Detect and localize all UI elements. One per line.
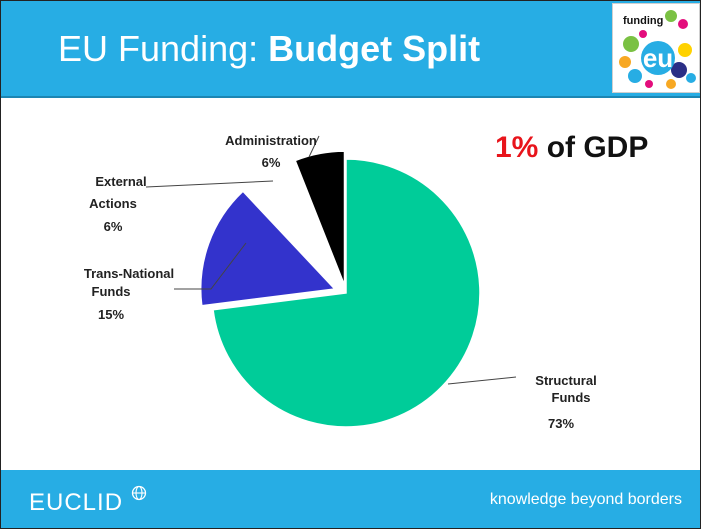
brand-name: EUCLID [29, 489, 124, 516]
funding-eu-logo-graphic: funding eu [619, 10, 696, 89]
title-prefix: EU Funding: [58, 28, 269, 69]
data-label-external-actions: External [95, 174, 146, 189]
pie-slice-trans-national-funds [199, 190, 337, 307]
funding-eu-logo: funding eu [612, 3, 700, 93]
data-label-trans-national-funds: Funds [92, 284, 131, 299]
globe-icon [131, 485, 146, 501]
gdp-suffix: of GDP [538, 131, 649, 164]
data-label-trans-national-funds: Trans-National [84, 266, 174, 281]
footer-bar: EUCLID knowledge beyond borders [1, 470, 700, 528]
header-bar: EU Funding: Budget Split funding eu [1, 1, 700, 98]
pie-slice-external-actions [247, 158, 342, 286]
gdp-value: 1% [495, 131, 539, 164]
logo-funding-text: funding [623, 15, 663, 27]
euclid-brand: EUCLID [29, 485, 147, 517]
leader-line-structural-funds [447, 376, 517, 385]
footer-tagline: knowledge beyond borders [489, 491, 682, 508]
title-bold: Budget Split [268, 28, 481, 69]
data-label-pct-administration: 6% [262, 155, 281, 170]
data-label-pct-external-actions: 6% [104, 219, 123, 234]
pie-slice-administration [294, 150, 346, 286]
leader-line-external-actions [145, 180, 274, 188]
data-label-structural-funds: Funds [552, 390, 591, 405]
data-label-structural-funds: Structural [535, 373, 596, 388]
data-label-pct-trans-national-funds: 15% [98, 307, 124, 322]
data-label-administration: Administration [225, 133, 317, 148]
pie-slice-structural-funds [212, 158, 481, 428]
data-label-pct-structural-funds: 73% [548, 416, 574, 431]
leader-line-administration [308, 135, 320, 158]
budget-pie-chart: Structural Funds 73% Trans-National Funds 15%… [84, 133, 597, 431]
logo-eu-text: eu [643, 43, 673, 73]
data-label-external-actions: Actions [89, 196, 137, 211]
slide-title: EU Funding: Budget Split [58, 28, 480, 70]
gdp-callout: 1% of GDP [495, 131, 648, 165]
leader-line-trans-national-funds [174, 242, 247, 290]
